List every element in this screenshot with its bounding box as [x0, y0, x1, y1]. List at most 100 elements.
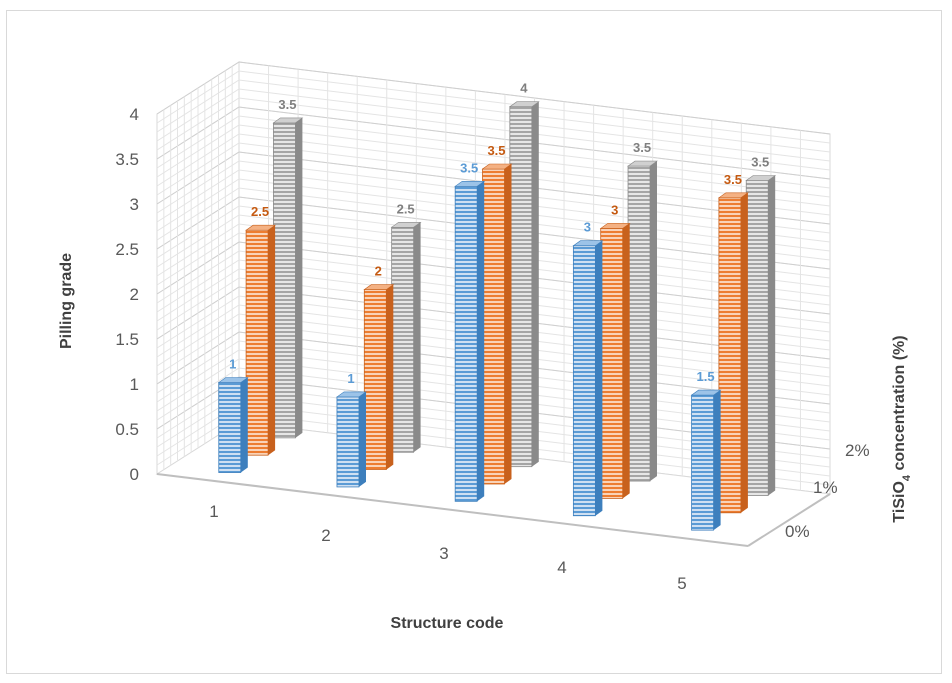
x-tick-label: 4: [557, 558, 566, 577]
bar-front-face: [691, 394, 714, 531]
bar-side-face: [713, 390, 721, 531]
bar-0pct-3: [454, 181, 486, 502]
bar-top-face: [363, 284, 395, 290]
y-tick-label: 0.5: [115, 420, 139, 439]
y-tick-label: 4: [130, 105, 139, 124]
data-label: 3.5: [724, 172, 742, 187]
bar-top-face: [336, 391, 367, 398]
data-label: 1.5: [697, 369, 715, 384]
bar-side-face: [595, 240, 603, 516]
y-tick-label: 2.5: [115, 240, 139, 259]
bar-top-face: [690, 389, 722, 396]
bar-top-face: [508, 101, 540, 107]
bar-2pct-5: [745, 175, 777, 496]
labels: 3.5 2.5 4 3.5 3.5 2.5 2 3.5 3 3.5 1 1 3.5 3 1.5: [229, 81, 769, 386]
bar-front-face: [245, 229, 269, 456]
bar-0pct-5: [690, 389, 722, 531]
bar-2pct-3: [508, 101, 540, 468]
chart-svg: 0 0.5 1 1.5 2 2.5 3 3.5 4 1 2 3 4 5 0% 1% 2% Pilling grad…: [58, 61, 913, 632]
y-tick-label: 0: [130, 465, 139, 484]
data-label: 3.5: [633, 140, 651, 155]
x-tick-label: 3: [439, 544, 448, 563]
depth-tick-label: 1%: [813, 478, 838, 497]
bar-2pct-1: [272, 117, 304, 439]
y-tick-label: 1: [130, 375, 139, 394]
data-label: 4: [520, 81, 528, 96]
depth-axis-line: [747, 493, 831, 547]
y-tick-label: 3: [130, 195, 139, 214]
bar-front-face: [627, 165, 651, 482]
bar-1pct-1: [245, 224, 277, 456]
data-label: 3.5: [460, 160, 478, 175]
bar-side-face: [295, 117, 303, 438]
bar-2pct-2: [390, 222, 422, 453]
bar-1pct-3: [481, 163, 513, 485]
bar-0pct-4: [572, 240, 604, 517]
bar-front-face: [273, 122, 296, 439]
bar-top-face: [745, 175, 777, 181]
bar-top-face: [390, 222, 422, 228]
bar-0pct-1: [217, 377, 249, 473]
bar-1pct-2: [363, 284, 395, 471]
axes: 0 0.5 1 1.5 2 2.5 3 3.5 4 1 2 3 4 5 0% 1% 2% Pilling grad…: [58, 105, 913, 632]
bar-front-face: [391, 226, 415, 453]
data-label: 1: [229, 357, 236, 372]
bar-front-face: [718, 197, 742, 514]
depth-tick-label: 2%: [845, 441, 870, 460]
bar-top-face: [217, 377, 249, 383]
data-label: 2: [375, 264, 382, 279]
x-tick-label: 5: [677, 574, 686, 593]
bar-top-face: [572, 240, 604, 246]
x-tick-label: 1: [209, 502, 218, 521]
bar-front-face: [363, 289, 387, 471]
y-tick-label: 3.5: [115, 150, 139, 169]
bar-side-face: [768, 175, 776, 496]
bars: [217, 101, 777, 531]
bar-side-face: [386, 284, 394, 470]
bar-front-face: [336, 396, 360, 488]
bar-side-face: [740, 192, 748, 513]
depth-tick-label: 0%: [785, 522, 810, 541]
bar-top-face: [717, 192, 749, 199]
bar-top-face: [454, 181, 486, 187]
bar-0pct-2: [336, 391, 367, 488]
y-tick-label: 1.5: [115, 330, 139, 349]
bar-side-face: [650, 161, 657, 482]
bar-1pct-4: [599, 223, 631, 499]
bar-2pct-4: [627, 160, 658, 482]
data-label: 3.5: [751, 154, 769, 169]
bar-side-face: [504, 164, 512, 484]
bar-top-face: [272, 117, 304, 124]
x-tick-label: 2: [321, 526, 330, 545]
x-axis-line: [156, 473, 749, 547]
data-label: 3.5: [487, 143, 505, 158]
bar-1pct-5: [717, 192, 749, 514]
chart-area: 0 0.5 1 1.5 2 2.5 3 3.5 4 1 2 3 4 5 0% 1% 2% Pilling grad…: [6, 10, 942, 674]
bar-front-face: [572, 245, 596, 517]
bar-top-face: [627, 160, 658, 167]
data-label: 2.5: [397, 201, 415, 216]
bar-side-face: [240, 377, 248, 473]
bar-side-face: [413, 222, 421, 453]
bar-top-face: [599, 223, 631, 229]
y-tick-label: 2: [130, 285, 139, 304]
data-label: 2.5: [251, 204, 269, 219]
bar-side-face: [359, 391, 366, 487]
data-label: 1: [347, 371, 354, 386]
x-axis-title: Structure code: [391, 615, 504, 632]
bar-side-face: [531, 101, 539, 467]
bar-front-face: [745, 180, 769, 496]
bar-top-face: [481, 163, 513, 170]
bar-top-face: [245, 224, 277, 231]
bar-front-face: [509, 106, 533, 468]
bar-side-face: [268, 225, 276, 456]
bar-front-face: [454, 185, 478, 502]
depth-axis-title: TiSiO4 concentration (%): [891, 335, 913, 522]
bar-front-face: [600, 227, 624, 499]
data-label: 3: [584, 220, 591, 235]
bar-front-face: [482, 168, 505, 485]
y-axis-title: Pilling grade: [58, 253, 75, 349]
data-label: 3: [611, 202, 618, 217]
bar-front-face: [218, 382, 242, 473]
bar-side-face: [622, 223, 630, 499]
